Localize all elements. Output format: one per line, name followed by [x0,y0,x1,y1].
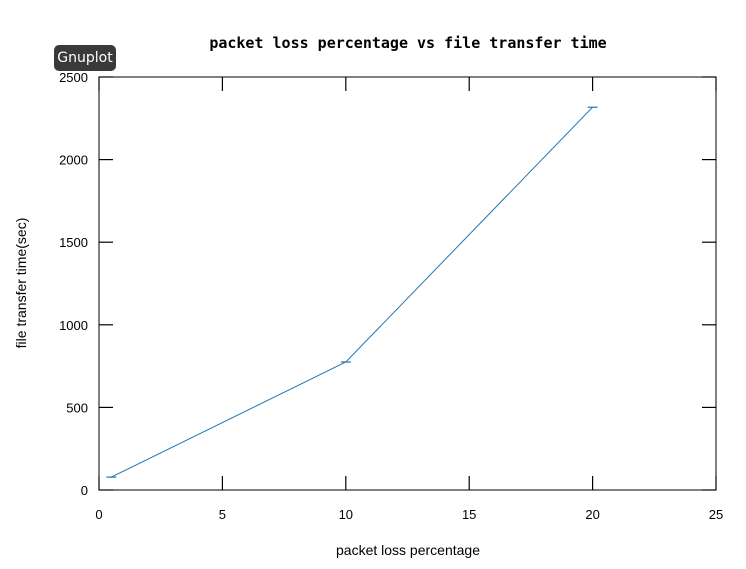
gnuplot-window-badge: Gnuplot [54,45,116,71]
y-axis-label: file transfer time(sec) [13,218,29,349]
plot-frame [98,76,717,491]
y-tick-label: 2000 [59,153,88,168]
y-tick-label: 0 [81,483,88,498]
y-tick-label: 1500 [59,235,88,250]
x-tick-label: 15 [462,507,476,522]
x-tick-label: 5 [219,507,226,522]
y-tick-label: 1000 [59,318,88,333]
chart-title: packet loss percentage vs file transfer … [209,34,606,52]
gnuplot-badge-label: Gnuplot [57,50,113,66]
x-axis-label: packet loss percentage [336,542,480,558]
x-tick-label: 0 [95,507,102,522]
y-tick-label: 2500 [59,70,88,85]
x-tick-label: 20 [585,507,599,522]
series-line [111,106,593,478]
axis-ticks: 0 5 10 15 20 25 0 500 1000 1500 2000 2500 [59,70,723,522]
series-layer [106,106,598,478]
x-tick-label: 10 [339,507,353,522]
x-tick-label: 25 [709,507,723,522]
y-tick-label: 500 [66,400,88,415]
